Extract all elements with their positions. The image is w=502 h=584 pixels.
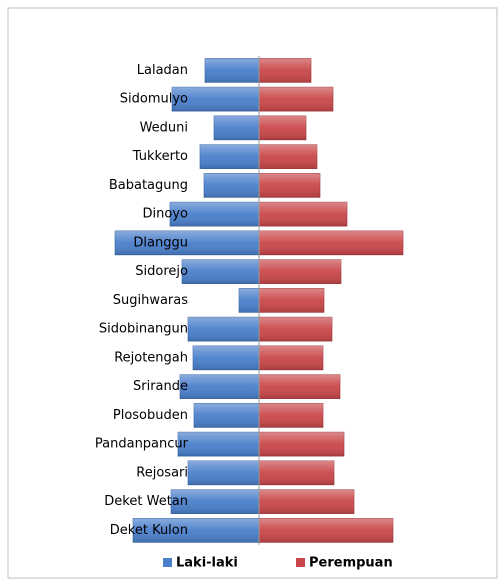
bar-shine — [193, 345, 259, 370]
bar-shine — [188, 317, 259, 342]
category-label: Sidorejo — [135, 264, 188, 279]
bar-shine — [259, 403, 323, 428]
category-label: Tukkerto — [132, 149, 188, 164]
category-label: Pandanpancur — [95, 437, 189, 452]
bar-shine — [178, 432, 259, 457]
category-label: Sidobinangun — [99, 322, 188, 337]
bar-shine — [259, 202, 347, 227]
bar-shine — [259, 489, 354, 514]
bar-shine — [172, 87, 259, 112]
bar-shine — [259, 460, 334, 485]
bar-shine — [259, 87, 333, 112]
bar-shine — [239, 288, 259, 313]
bar-shine — [259, 173, 320, 198]
bar-shine — [214, 115, 259, 140]
category-label: Laladan — [137, 63, 188, 78]
bar-shine — [115, 230, 259, 255]
legend-label: Laki-laki — [176, 556, 238, 571]
bar-shine — [259, 317, 332, 342]
category-label: Deket Wetan — [104, 494, 188, 509]
bar-shine — [259, 230, 403, 255]
legend-label: Perempuan — [309, 556, 393, 571]
category-label: Deket Kulon — [110, 523, 188, 538]
bar-shine — [205, 58, 259, 83]
legend-swatch — [163, 558, 172, 567]
category-label: Srirande — [133, 379, 188, 394]
bar-shine — [259, 58, 311, 83]
bar-shine — [259, 518, 393, 543]
legend-swatch — [296, 558, 305, 567]
category-label: Rejosari — [136, 465, 188, 480]
category-label: Babatagung — [109, 178, 188, 193]
category-label: Dlanggu — [133, 235, 188, 250]
bar-shine — [133, 518, 259, 543]
bar-shine — [180, 374, 259, 399]
bar-shine — [259, 144, 317, 169]
bar-shine — [259, 374, 340, 399]
bar-shine — [170, 202, 259, 227]
bar-shine — [194, 403, 259, 428]
bar-shine — [259, 259, 341, 284]
category-label: Sidomulyo — [120, 92, 188, 107]
bar-shine — [182, 259, 259, 284]
category-label: Dinoyo — [143, 207, 189, 222]
bar-shine — [200, 144, 259, 169]
bar-shine — [259, 288, 324, 313]
bar-shine — [188, 460, 259, 485]
bar-shine — [259, 432, 344, 457]
bar-shine — [259, 115, 306, 140]
bar-shine — [171, 489, 259, 514]
category-label: Weduni — [140, 120, 188, 135]
bar-shine — [204, 173, 259, 198]
category-label: Rejotengah — [114, 350, 188, 365]
category-label: Sugihwaras — [113, 293, 189, 308]
bar-shine — [259, 345, 323, 370]
category-label: Plosobuden — [113, 408, 188, 423]
